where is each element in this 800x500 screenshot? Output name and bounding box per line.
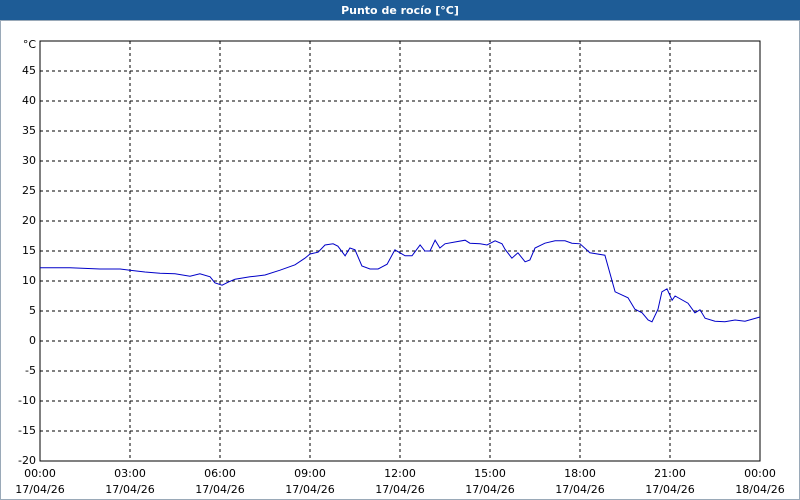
y-tick-label: 0 (29, 334, 36, 347)
chart-title: Punto de rocío [°C] (341, 4, 459, 17)
y-tick-label: -5 (25, 364, 36, 377)
data-line (40, 239, 761, 323)
y-tick-label: 5 (29, 304, 36, 317)
x-tick-label: 09:00 (294, 467, 326, 480)
x-tick-date: 17/04/26 (15, 483, 64, 496)
x-tick-date: 17/04/26 (285, 483, 334, 496)
x-tick-label: 00:00 (744, 467, 776, 480)
x-tick-label: 21:00 (654, 467, 686, 480)
y-tick-label: 35 (22, 124, 36, 137)
x-tick-date: 18/04/26 (735, 483, 784, 496)
y-tick-label: -20 (18, 454, 36, 467)
y-tick-label: 10 (22, 274, 36, 287)
x-tick-label: 15:00 (474, 467, 506, 480)
x-tick-label: 18:00 (564, 467, 596, 480)
x-tick-label: 00:00 (24, 467, 56, 480)
x-tick-date: 17/04/26 (105, 483, 154, 496)
plot-border (39, 40, 761, 462)
y-tick-label: 25 (22, 184, 36, 197)
y-tick-label: 20 (22, 214, 36, 227)
x-tick-date: 17/04/26 (465, 483, 514, 496)
x-tick-date: 17/04/26 (555, 483, 604, 496)
x-tick-label: 12:00 (384, 467, 416, 480)
y-tick-label: -15 (18, 424, 36, 437)
x-tick-date: 17/04/26 (195, 483, 244, 496)
x-tick-label: 06:00 (204, 467, 236, 480)
x-tick-date: 17/04/26 (645, 483, 694, 496)
x-tick-date: 17/04/26 (375, 483, 424, 496)
y-tick-label: 30 (22, 154, 36, 167)
title-bar (0, 0, 800, 20)
y-tick-label: 15 (22, 244, 36, 257)
y-tick-label: 40 (22, 94, 36, 107)
y-unit: °C (23, 38, 37, 51)
x-tick-label: 03:00 (114, 467, 146, 480)
y-tick-label: -10 (18, 394, 36, 407)
y-tick-label: 45 (22, 64, 36, 77)
